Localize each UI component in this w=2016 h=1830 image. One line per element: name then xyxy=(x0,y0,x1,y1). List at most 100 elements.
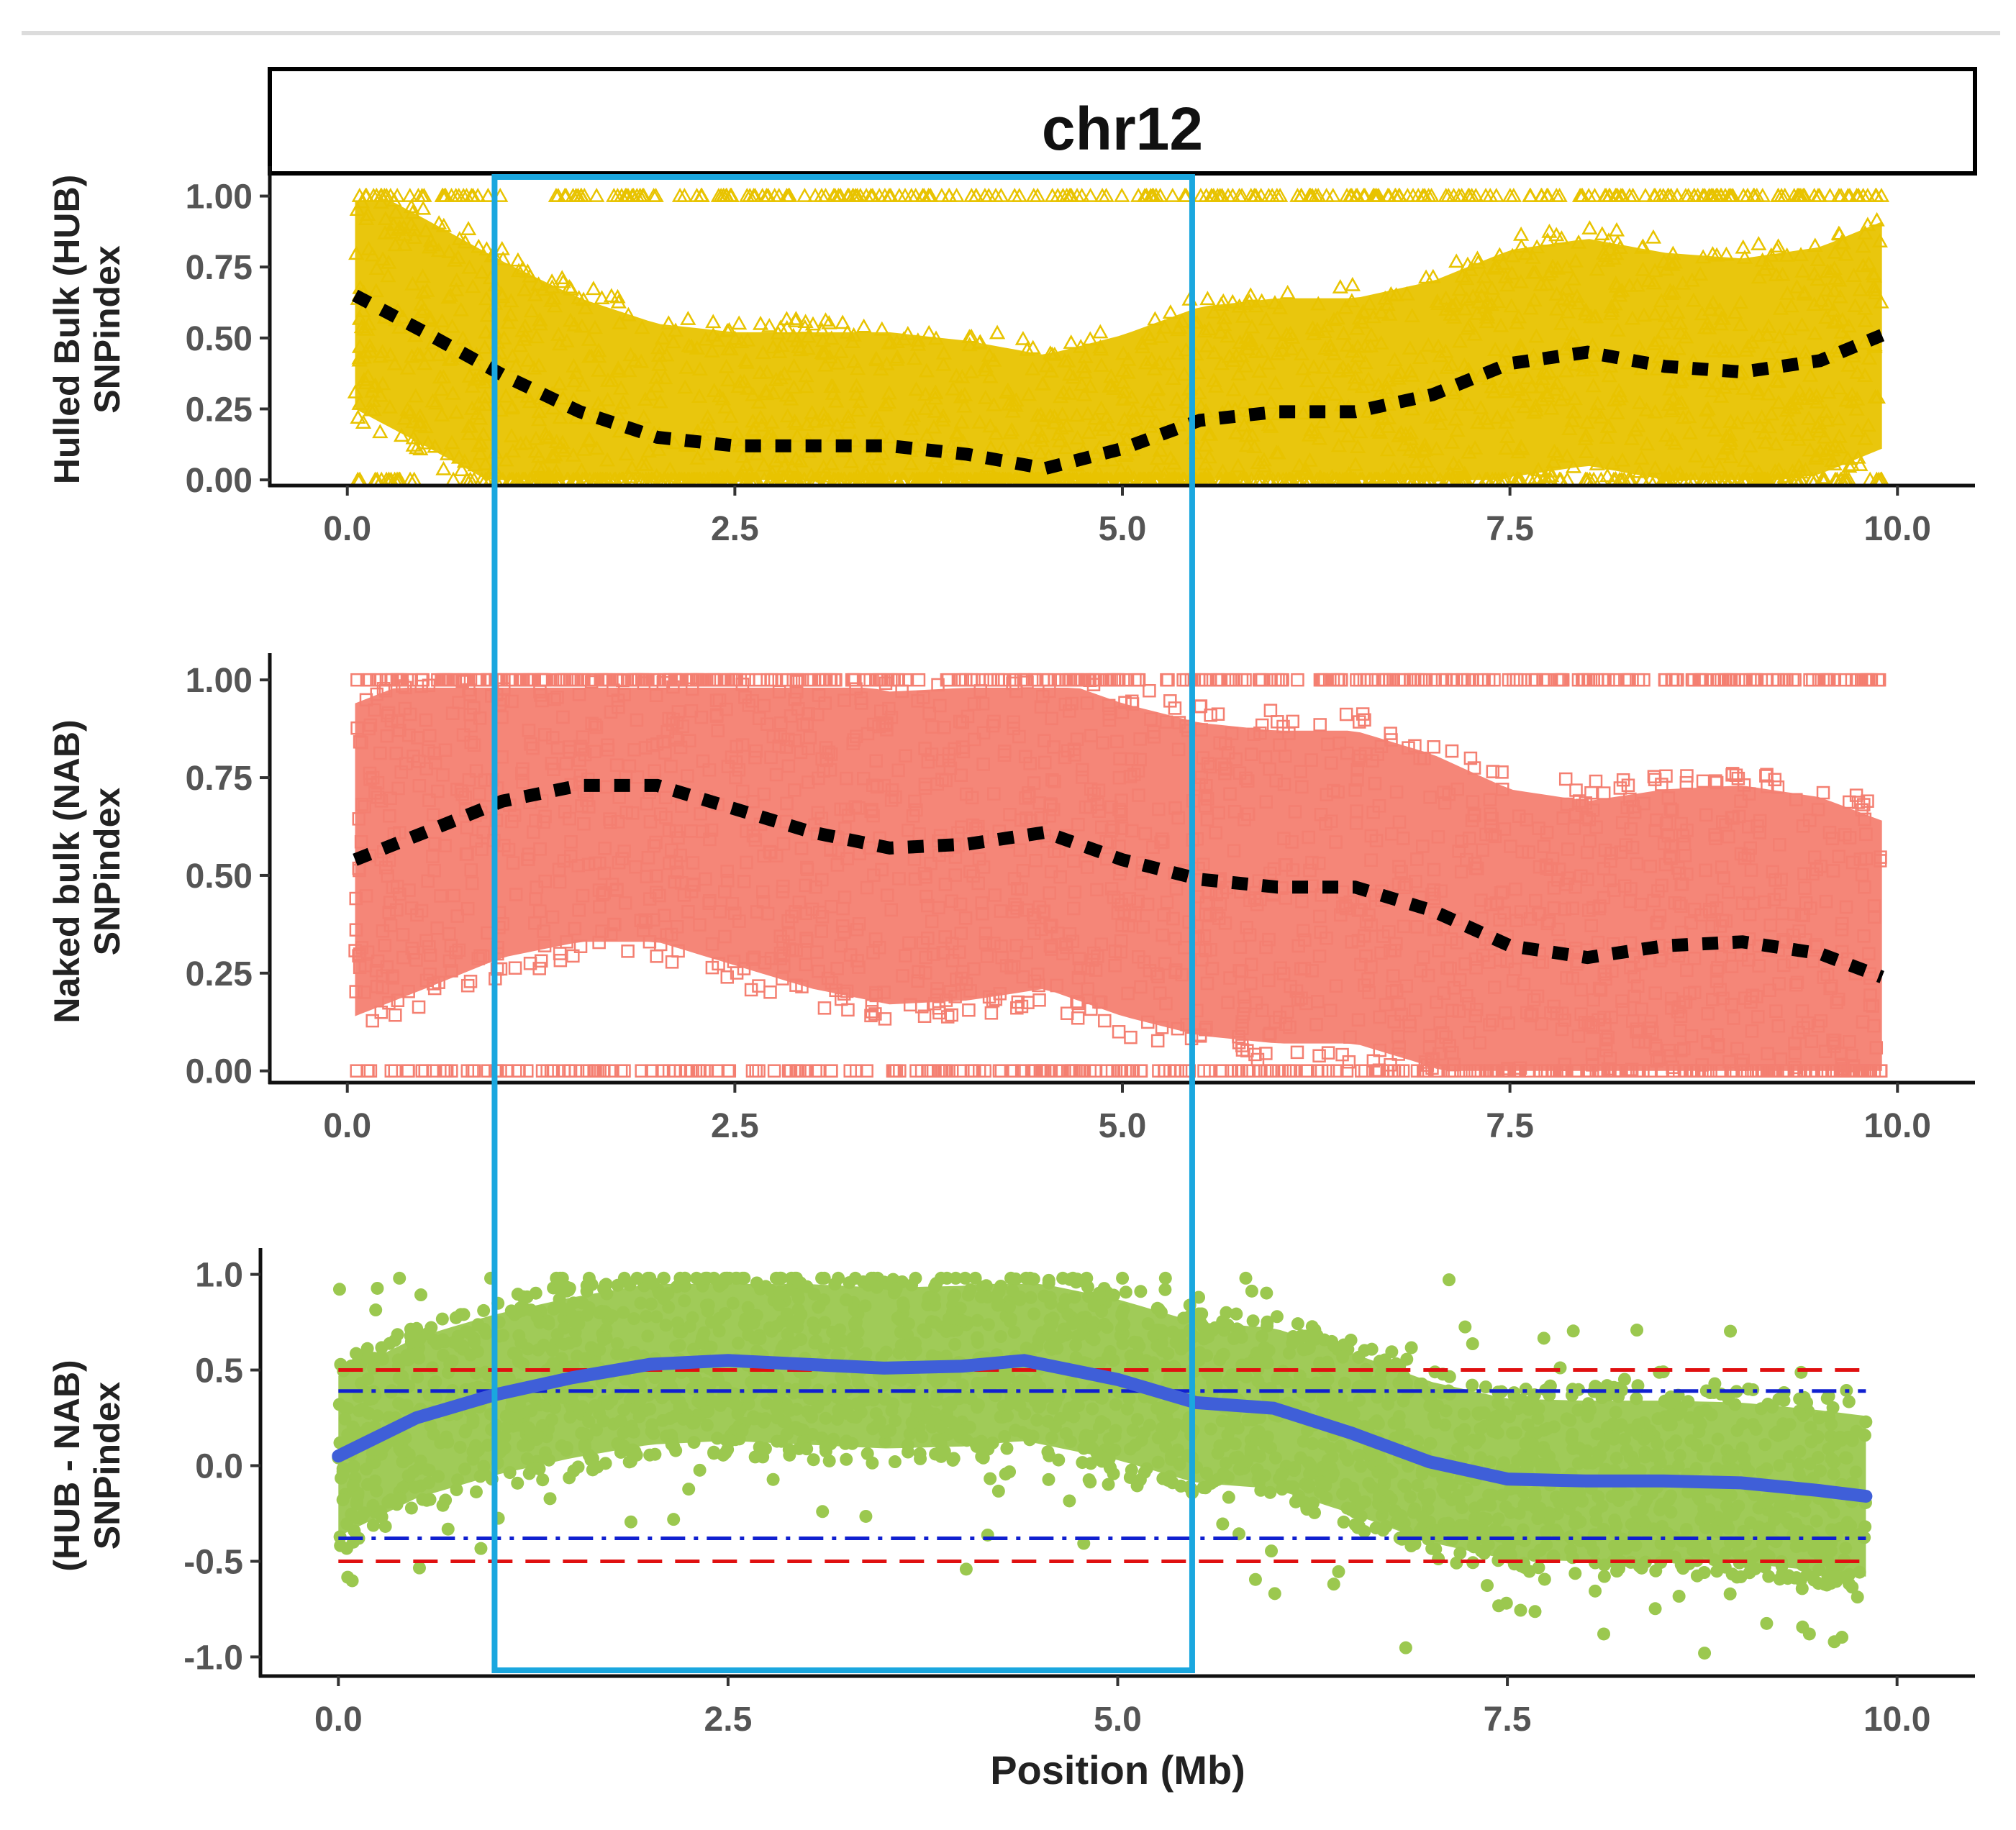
data-point xyxy=(1601,368,1617,383)
facet-strip xyxy=(268,67,1977,176)
data-point xyxy=(1205,304,1222,319)
data-point xyxy=(1653,293,1670,308)
data-point xyxy=(571,290,587,304)
data-point xyxy=(1094,188,1111,202)
data-point xyxy=(1609,405,1625,419)
data-point xyxy=(1664,432,1681,447)
data-point xyxy=(1866,282,1883,297)
data-point xyxy=(1244,427,1261,442)
data-point xyxy=(910,336,927,351)
data-point xyxy=(509,252,527,267)
data-point xyxy=(1366,188,1384,202)
data-point xyxy=(873,321,890,336)
data-point xyxy=(360,1064,374,1078)
data-point xyxy=(1068,407,1085,422)
data-point xyxy=(1327,386,1344,401)
data-point xyxy=(1363,327,1380,342)
data-point xyxy=(983,673,997,687)
data-point xyxy=(693,188,709,202)
hub-trend-line xyxy=(352,289,1885,475)
data-point xyxy=(976,673,989,687)
data-point xyxy=(404,204,421,219)
data-point xyxy=(456,453,473,468)
data-point xyxy=(1267,375,1284,390)
data-point xyxy=(1279,284,1296,299)
data-point xyxy=(457,234,473,249)
data-point xyxy=(1606,392,1622,407)
data-point xyxy=(1197,323,1213,338)
data-point xyxy=(558,188,574,202)
data-point xyxy=(374,344,391,359)
data-point xyxy=(648,369,665,384)
data-point xyxy=(1402,363,1419,378)
data-point xyxy=(1533,378,1549,393)
data-point xyxy=(1706,422,1723,437)
data-point xyxy=(1432,406,1448,421)
data-point xyxy=(544,279,560,293)
data-point xyxy=(1828,313,1845,328)
data-point xyxy=(1569,783,1583,797)
data-point xyxy=(1373,304,1389,319)
data-point xyxy=(1148,381,1166,396)
data-point xyxy=(1386,188,1404,202)
data-point xyxy=(1662,381,1679,396)
data-point xyxy=(817,1001,832,1015)
data-point xyxy=(1404,188,1422,202)
data-point xyxy=(1525,265,1542,279)
data-point xyxy=(433,381,450,396)
data-point xyxy=(413,304,430,319)
data-point xyxy=(1051,433,1068,447)
data-point xyxy=(1498,440,1515,455)
data-point xyxy=(527,443,544,458)
data-point xyxy=(1198,188,1214,202)
facet-title: chr12 xyxy=(1042,95,1203,163)
data-point xyxy=(1789,279,1805,293)
data-point xyxy=(815,345,832,360)
data-point xyxy=(1342,1055,1356,1069)
data-point xyxy=(1402,424,1420,440)
data-point xyxy=(665,334,681,349)
data-point xyxy=(1551,188,1568,202)
data-point xyxy=(419,347,437,362)
data-point xyxy=(530,358,548,373)
data-point xyxy=(522,268,538,283)
data-point xyxy=(1386,352,1403,366)
data-point xyxy=(1213,296,1230,311)
data-point xyxy=(1772,300,1789,315)
data-point xyxy=(1458,270,1475,286)
data-point xyxy=(441,244,458,258)
data-point xyxy=(1825,442,1841,457)
data-point xyxy=(612,400,629,414)
data-point xyxy=(1490,293,1507,309)
data-point xyxy=(443,434,460,450)
data-point xyxy=(1826,283,1843,298)
data-point xyxy=(972,334,989,349)
data-point xyxy=(1794,317,1810,332)
data-point xyxy=(1315,359,1332,374)
data-point xyxy=(1124,412,1141,427)
data-point xyxy=(520,1064,534,1078)
data-point xyxy=(508,961,522,975)
data-point xyxy=(1767,463,1784,478)
data-point xyxy=(873,425,890,440)
data-point xyxy=(1348,188,1365,202)
data-point xyxy=(551,336,568,351)
data-point xyxy=(1541,223,1558,238)
data-point xyxy=(1577,306,1594,321)
data-point xyxy=(1199,291,1216,306)
data-point xyxy=(1830,380,1848,395)
data-point xyxy=(1076,386,1093,401)
data-point xyxy=(1666,254,1684,269)
data-point xyxy=(366,378,383,393)
data-point xyxy=(1329,310,1345,325)
data-point xyxy=(865,446,882,461)
data-point xyxy=(1751,236,1767,250)
data-point xyxy=(1220,188,1237,202)
data-point xyxy=(1857,300,1874,315)
data-point xyxy=(874,445,891,460)
data-point xyxy=(1197,437,1214,452)
data-point xyxy=(1723,375,1740,391)
data-point xyxy=(1827,244,1843,259)
data-point xyxy=(750,394,767,409)
